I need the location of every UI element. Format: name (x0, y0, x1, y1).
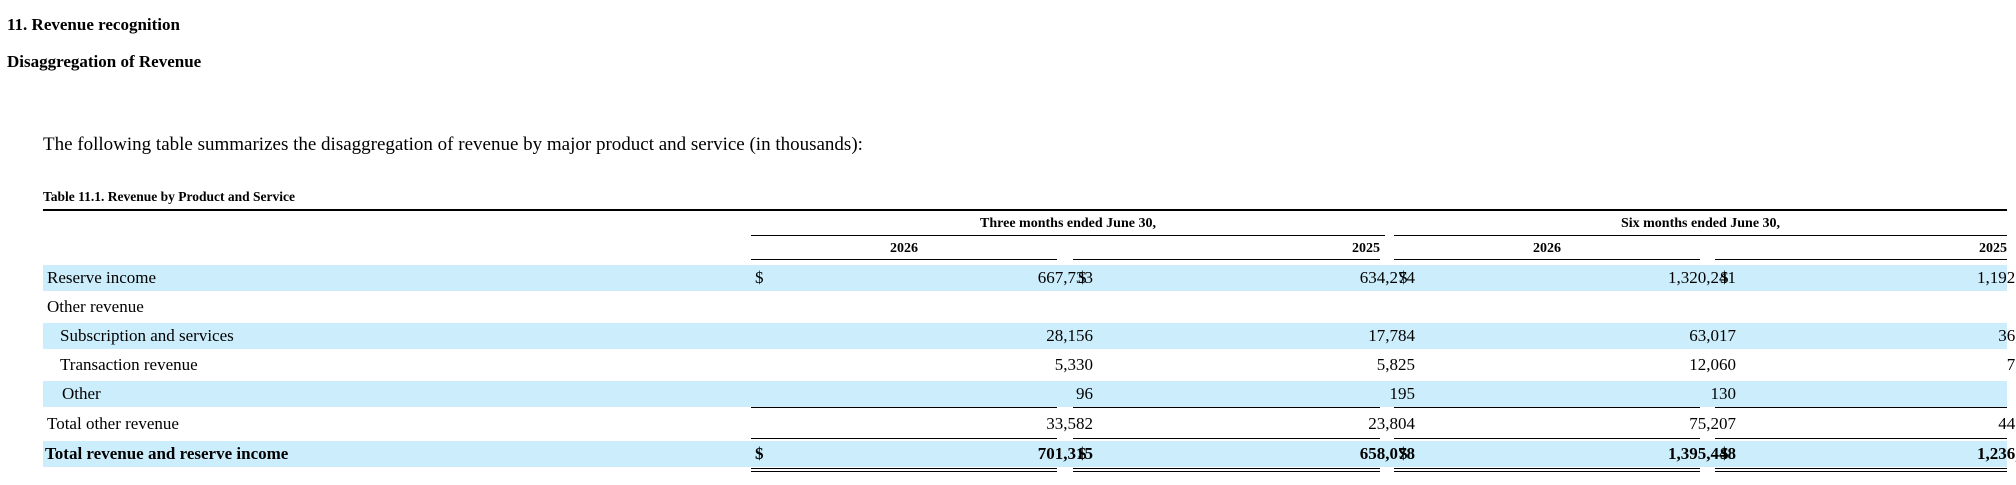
value-q-2026: 28,156 (1046, 326, 1093, 345)
total-rule (1715, 438, 2007, 439)
value-q-2025: 658,078 (1359, 444, 1415, 463)
double-rule (751, 471, 1057, 472)
year-header-q-2026: 2026 (890, 241, 918, 256)
sub-heading: Disaggregation of Revenue (7, 52, 202, 71)
currency-symbol: $ (1399, 268, 1408, 287)
total-rule (1073, 438, 1380, 439)
table-row-reserve-income: Reserve income $ 667,733 $ 634,274 $ 1,3… (43, 265, 2016, 291)
value-ytd-2026: 130 (1710, 384, 1737, 403)
value-q-2026: 33,582 (1046, 414, 1093, 433)
double-rule (1073, 471, 1380, 472)
period-rule-six-months (1394, 235, 2007, 236)
value-ytd-2025: 520 (1758, 381, 2016, 407)
row-label: Reserve income (47, 268, 157, 287)
value-ytd-2026: 75,207 (1689, 414, 1736, 433)
table-row-total-revenue: Total revenue and reserve income $ 701,3… (43, 441, 2016, 467)
row-label: Other (62, 384, 101, 403)
double-rule (1715, 471, 2007, 472)
table-row-transaction-revenue: Transaction revenue 5,330 5,825 12,060 7… (43, 352, 2016, 378)
currency-symbol: $ (755, 444, 764, 463)
subtotal-rule (1394, 407, 1700, 408)
table-row-other: Other 96 195 130 520 (43, 381, 2007, 407)
row-label: Other revenue (47, 297, 144, 316)
currency-symbol: $ (1399, 444, 1408, 463)
table-row-subscription-services: Subscription and services 28,156 17,784 … (43, 323, 2016, 349)
value-q-2026: 667,733 (1037, 268, 1093, 287)
year-header-ytd-2026: 2026 (1533, 241, 1561, 256)
year-rule-q-2025 (1073, 259, 1380, 260)
total-rule (751, 438, 1057, 439)
double-rule (1394, 468, 1700, 469)
value-ytd-2025: 1,236,651 (1977, 444, 2016, 463)
row-label: Total revenue and reserve income (45, 444, 289, 463)
double-rule (1715, 468, 2007, 469)
double-rule (1073, 468, 1380, 469)
period-header-three-months: Three months ended June 30, (980, 216, 1156, 231)
year-rule-ytd-2026 (1394, 259, 1700, 260)
value-ytd-2026: 1,320,241 (1668, 268, 1736, 287)
double-rule (751, 468, 1057, 469)
row-label: Transaction revenue (60, 355, 198, 374)
currency-symbol: $ (1078, 268, 1087, 287)
value-ytd-2026: 1,395,448 (1668, 444, 1736, 463)
table-row-total-other-revenue: Total other revenue 33,582 23,804 75,207… (43, 411, 2016, 437)
value-q-2025: 195 (1389, 384, 1416, 403)
value-ytd-2026: 63,017 (1689, 326, 1736, 345)
year-rule-q-2026 (751, 259, 1057, 260)
value-ytd-2025: 1,192,185 (1977, 268, 2016, 287)
value-ytd-2025: 7,451 (2006, 355, 2016, 374)
value-q-2025: 5,825 (1376, 355, 1415, 374)
intro-paragraph: The following table summarizes the disag… (43, 134, 863, 155)
currency-symbol: $ (1720, 444, 1729, 463)
value-ytd-2026: 12,060 (1689, 355, 1736, 374)
row-label: Subscription and services (60, 326, 234, 345)
value-ytd-2025: 44,466 (1998, 414, 2016, 433)
value-q-2025: 23,804 (1368, 414, 1415, 433)
section-heading: 11. Revenue recognition (7, 15, 180, 34)
table-caption: Table 11.1. Revenue by Product and Servi… (43, 189, 296, 204)
value-q-2025: 17,784 (1368, 326, 1415, 345)
currency-symbol: $ (755, 268, 764, 287)
subtotal-rule (1073, 407, 1380, 408)
year-header-ytd-2025: 2025 (1979, 241, 2007, 256)
total-rule (1394, 438, 1700, 439)
table-row-other-revenue: Other revenue (43, 294, 2007, 320)
value-q-2026: 701,315 (1037, 444, 1093, 463)
double-rule (1394, 471, 1700, 472)
value-q-2026: 96 (1076, 384, 1093, 403)
subtotal-rule (751, 407, 1057, 408)
row-label: Total other revenue (47, 414, 179, 433)
period-rule-three-months (751, 235, 1385, 236)
table-top-rule (43, 209, 2007, 211)
currency-symbol: $ (1720, 268, 1729, 287)
value-ytd-2025: 36,495 (1998, 326, 2016, 345)
subtotal-rule (1715, 407, 2007, 408)
period-header-six-months: Six months ended June 30, (1620, 216, 1781, 231)
value-q-2026: 5,330 (1054, 355, 1093, 374)
value-q-2025: 634,274 (1359, 268, 1415, 287)
year-rule-ytd-2025 (1715, 259, 2007, 260)
currency-symbol: $ (1078, 444, 1087, 463)
year-header-q-2025: 2025 (1352, 241, 1380, 256)
